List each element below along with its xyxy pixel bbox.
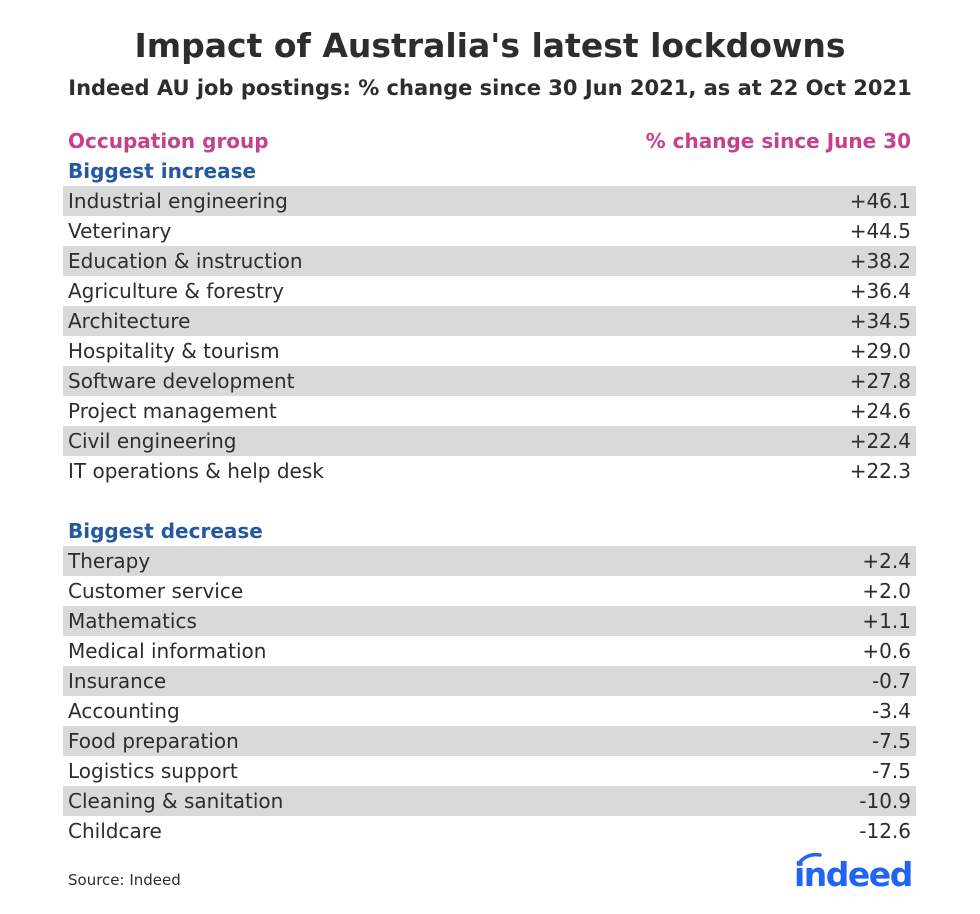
row-label: Education & instruction [68, 249, 303, 273]
table-row: Childcare -12.6 [63, 816, 916, 846]
table-row: Hospitality & tourism +29.0 [63, 336, 916, 366]
row-value: -3.4 [871, 699, 911, 723]
row-value: +34.5 [849, 309, 911, 333]
indeed-logo: indeed [794, 852, 913, 894]
table-row: Mathematics +1.1 [63, 606, 916, 636]
row-value: +2.0 [862, 579, 911, 603]
row-value: +2.4 [862, 549, 911, 573]
table-row: Agriculture & forestry +36.4 [63, 276, 916, 306]
table-row: Customer service +2.0 [63, 576, 916, 606]
row-value: +36.4 [849, 279, 911, 303]
table-row: Medical information +0.6 [63, 636, 916, 666]
row-label: Insurance [68, 669, 167, 693]
table-row: Therapy +2.4 [63, 546, 916, 576]
row-value: -10.9 [859, 789, 911, 813]
table-body: Biggest increase Industrial engineering +4… [63, 156, 916, 846]
table-row: Accounting -3.4 [63, 696, 916, 726]
row-value: +1.1 [862, 609, 911, 633]
chart-subtitle: Indeed AU job postings: % change since 3… [68, 76, 912, 100]
data-table: Occupation group % change since June 30 … [63, 126, 916, 846]
row-label: Food preparation [68, 729, 239, 753]
table-row: Veterinary +44.5 [63, 216, 916, 246]
table-header: Occupation group % change since June 30 [63, 126, 916, 156]
row-value: +27.8 [849, 369, 911, 393]
table-row: Software development +27.8 [63, 366, 916, 396]
table-row: Insurance -0.7 [63, 666, 916, 696]
row-value: +24.6 [849, 399, 911, 423]
row-label: Civil engineering [68, 429, 237, 453]
row-label: Accounting [68, 699, 180, 723]
row-value: +22.4 [849, 429, 911, 453]
row-label: Veterinary [68, 219, 172, 243]
logo-wordmark: indeed [794, 855, 912, 894]
section-gap [63, 486, 916, 516]
table-row: Civil engineering +22.4 [63, 426, 916, 456]
row-value: +38.2 [849, 249, 911, 273]
section-title-increase: Biggest increase [68, 159, 257, 183]
row-label: IT operations & help desk [68, 459, 324, 483]
table-row: Project management +24.6 [63, 396, 916, 426]
row-label: Logistics support [68, 759, 238, 783]
row-label: Agriculture & forestry [68, 279, 284, 303]
row-label: Therapy [68, 549, 151, 573]
row-label: Hospitality & tourism [68, 339, 280, 363]
column-header-change: % change since June 30 [645, 129, 911, 153]
row-value: +0.6 [862, 639, 911, 663]
chart-title: Impact of Australia's latest lockdowns [134, 26, 846, 65]
table-row: Food preparation -7.5 [63, 726, 916, 756]
row-label: Cleaning & sanitation [68, 789, 284, 813]
table-row: Industrial engineering +46.1 [63, 186, 916, 216]
source-note: Source: Indeed [68, 871, 181, 889]
row-label: Software development [68, 369, 295, 393]
row-label: Architecture [68, 309, 191, 333]
section-title-decrease: Biggest decrease [68, 519, 263, 543]
row-label: Mathematics [68, 609, 197, 633]
row-value: +22.3 [849, 459, 911, 483]
row-label: Industrial engineering [68, 189, 288, 213]
table-row: Education & instruction +38.2 [63, 246, 916, 276]
logo-swoosh [798, 852, 822, 864]
table-row: Logistics support -7.5 [63, 756, 916, 786]
row-label: Childcare [68, 819, 162, 843]
row-label: Project management [68, 399, 277, 423]
row-value: -7.5 [871, 759, 911, 783]
table-row: Cleaning & sanitation -10.9 [63, 786, 916, 816]
row-value: +46.1 [849, 189, 911, 213]
row-value: +29.0 [849, 339, 911, 363]
row-value: -7.5 [871, 729, 911, 753]
row-label: Medical information [68, 639, 267, 663]
row-value: -12.6 [859, 819, 911, 843]
column-header-occupation: Occupation group [68, 129, 269, 153]
table-row: IT operations & help desk +22.3 [63, 456, 916, 486]
row-value: -0.7 [871, 669, 911, 693]
table-row: Architecture +34.5 [63, 306, 916, 336]
row-value: +44.5 [849, 219, 911, 243]
row-label: Customer service [68, 579, 244, 603]
